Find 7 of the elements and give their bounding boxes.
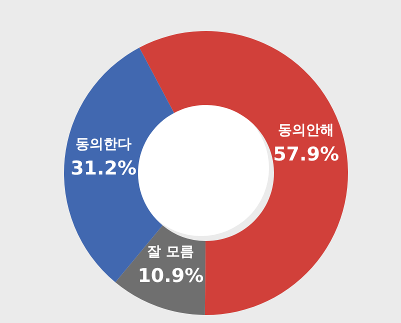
donut-slice: [139, 31, 348, 315]
slice-label: 동의안해: [278, 122, 334, 138]
slice-label: 잘 모름: [147, 244, 194, 260]
data-label: 57.9%: [273, 143, 339, 166]
data-label: 31.2%: [70, 158, 136, 180]
data-label: 10.9%: [138, 264, 204, 287]
slice-label: 동의한다: [76, 136, 132, 153]
